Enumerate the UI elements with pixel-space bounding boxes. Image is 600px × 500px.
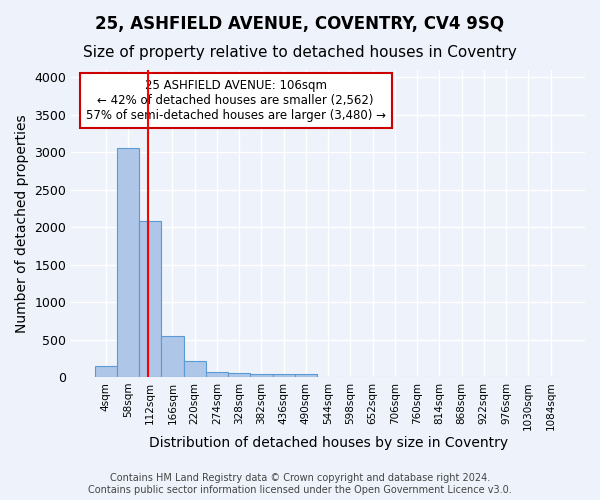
- Bar: [117, 148, 139, 377]
- Bar: [139, 221, 161, 377]
- Y-axis label: Number of detached properties: Number of detached properties: [15, 114, 29, 333]
- Text: 25 ASHFIELD AVENUE: 106sqm
← 42% of detached houses are smaller (2,562)
57% of s: 25 ASHFIELD AVENUE: 106sqm ← 42% of deta…: [86, 79, 386, 122]
- Bar: [184, 361, 206, 377]
- Bar: [95, 366, 117, 377]
- Text: Contains HM Land Registry data © Crown copyright and database right 2024.
Contai: Contains HM Land Registry data © Crown c…: [88, 474, 512, 495]
- Bar: [272, 374, 295, 377]
- Bar: [161, 336, 184, 377]
- X-axis label: Distribution of detached houses by size in Coventry: Distribution of detached houses by size …: [149, 436, 508, 450]
- Bar: [228, 373, 250, 377]
- Bar: [250, 374, 272, 377]
- Text: 25, ASHFIELD AVENUE, COVENTRY, CV4 9SQ: 25, ASHFIELD AVENUE, COVENTRY, CV4 9SQ: [95, 15, 505, 33]
- Text: Size of property relative to detached houses in Coventry: Size of property relative to detached ho…: [83, 45, 517, 60]
- Bar: [295, 374, 317, 377]
- Bar: [206, 372, 228, 377]
